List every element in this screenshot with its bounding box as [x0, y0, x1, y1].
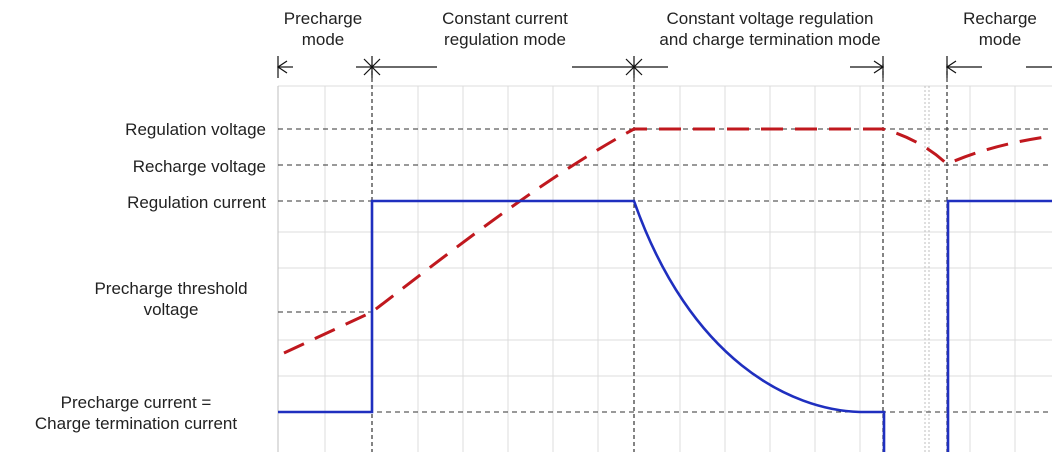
- phase-label-recharge: Recharge mode: [963, 9, 1037, 49]
- phase-label-constant-voltage: Constant voltage regulation and charge te…: [659, 9, 881, 49]
- background-grid: [277, 85, 1052, 452]
- label-precharge-current: Precharge current = Charge termination cu…: [34, 393, 238, 433]
- battery-voltage-curve: [283, 127, 1052, 355]
- charge-current-curve: [278, 199, 1052, 452]
- phase-label-precharge: Precharge mode: [283, 9, 363, 49]
- phase-label-constant-current: Constant current regulation mode: [442, 9, 568, 49]
- phase-arrows: [276, 56, 1052, 78]
- label-precharge-threshold-voltage: Precharge threshold voltage: [94, 279, 248, 319]
- label-regulation-voltage: Regulation voltage: [125, 120, 266, 139]
- label-regulation-current: Regulation current: [127, 193, 266, 212]
- level-guides: [278, 64, 1052, 452]
- label-recharge-voltage: Recharge voltage: [132, 157, 266, 176]
